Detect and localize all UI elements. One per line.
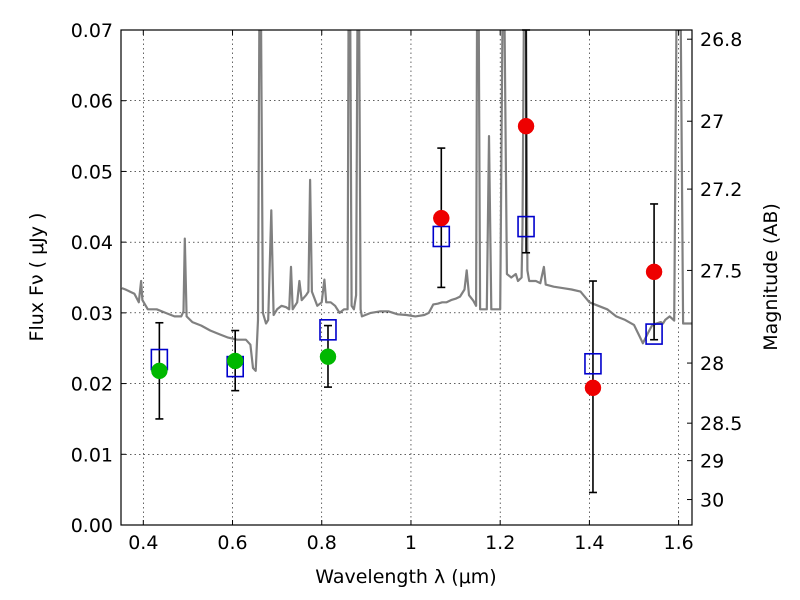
y2-tick-label: 26.8 — [700, 29, 742, 51]
x-tick-label: 0.4 — [128, 532, 158, 554]
y2-tick-label: 27.2 — [700, 179, 742, 201]
plot-frame — [120, 29, 693, 526]
observed-dot-series — [151, 117, 663, 397]
observed-point-red — [645, 263, 663, 281]
y2-tick-label: 28 — [700, 353, 724, 375]
spectrum-line — [121, 30, 692, 372]
y2-tick-label: 29 — [700, 451, 724, 473]
y2-tick-label: 28.5 — [700, 413, 742, 435]
x-axis-label: Wavelength λ (μm) — [315, 566, 496, 588]
x-tick-label: 0.8 — [307, 532, 337, 554]
x-tick-label: 1 — [405, 532, 417, 554]
model-square-point — [432, 225, 451, 248]
y2-tick-label: 27.5 — [700, 260, 742, 282]
y-tick-label: 0.00 — [71, 515, 113, 537]
x-tick-label: 1.2 — [485, 532, 515, 554]
observed-point-green — [226, 352, 244, 370]
y-tick-label: 0.01 — [71, 444, 113, 466]
y-tick-label: 0.06 — [71, 91, 113, 113]
y2-axis-label: Magnitude (AB) — [760, 203, 782, 351]
y-tick-label: 0.03 — [71, 303, 113, 325]
x-tick-label: 1.6 — [664, 532, 694, 554]
model-square-point — [319, 319, 337, 341]
observed-point-red — [433, 209, 450, 227]
spectrum-series — [121, 30, 692, 372]
y2-tick-label: 27 — [700, 111, 724, 133]
model-square-point — [584, 352, 602, 375]
x-tick-label: 1.4 — [574, 532, 604, 554]
y-tick-label: 0.07 — [71, 20, 113, 42]
observed-point-red — [517, 117, 535, 135]
y-axis-label: Flux Fν ( μJy ) — [26, 213, 48, 342]
observed-point-green — [151, 362, 168, 380]
model-square-point — [645, 323, 663, 345]
ticks: 0.4 0.6 0.8 1 1.2 1.4 1.6 0.00 0.01 0.02 0.03 0.04 0… — [71, 20, 743, 554]
x-tick-label: 0.6 — [217, 532, 247, 554]
y-tick-label: 0.04 — [71, 232, 113, 254]
model-square-point — [517, 215, 535, 238]
y2-tick-label: 30 — [700, 490, 724, 512]
observed-point-red — [584, 379, 602, 397]
y-tick-label: 0.05 — [71, 161, 113, 183]
y-tick-label: 0.02 — [71, 374, 113, 396]
observed-point-green — [319, 348, 337, 365]
